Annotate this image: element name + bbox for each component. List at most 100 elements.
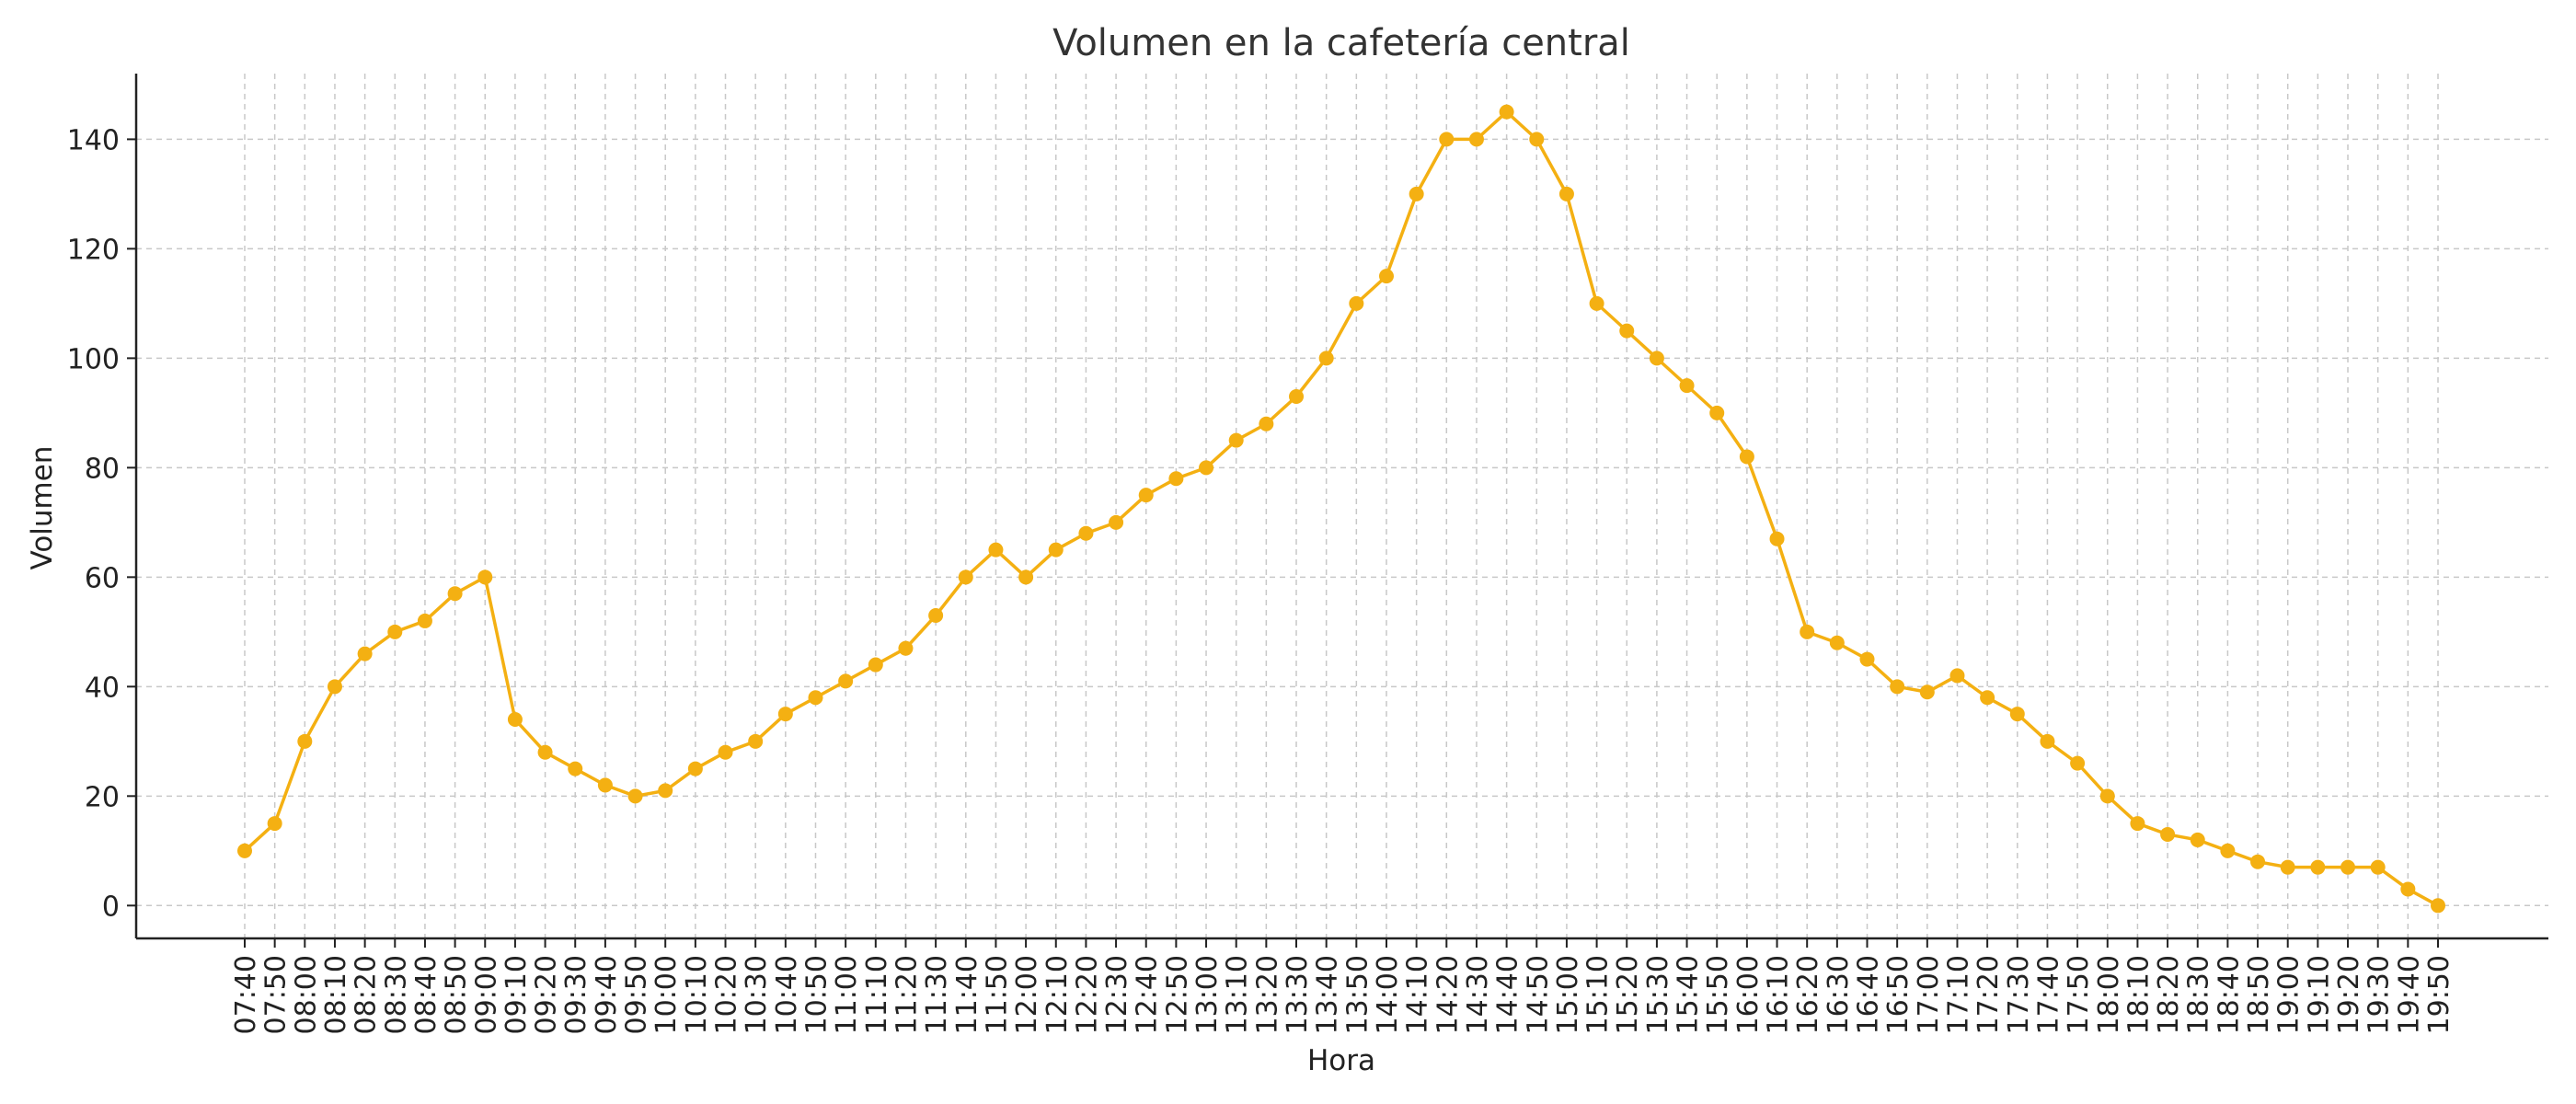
- x-tick-label: 16:20: [1792, 955, 1824, 1034]
- x-tick-label: 15:50: [1702, 955, 1734, 1034]
- x-tick-label: 16:50: [1882, 955, 1915, 1034]
- x-tick-label: 14:50: [1522, 955, 1554, 1034]
- data-point: [1649, 351, 1664, 366]
- data-point: [267, 816, 282, 832]
- y-tick-label: 0: [102, 891, 120, 923]
- x-tick-label: 15:30: [1642, 955, 1674, 1034]
- x-tick-label: 12:50: [1161, 955, 1193, 1034]
- y-tick-label: 100: [67, 343, 120, 375]
- x-tick-label: 17:50: [2063, 955, 2095, 1034]
- data-point: [838, 673, 854, 689]
- data-point: [1349, 295, 1364, 311]
- y-tick-label: 80: [85, 453, 120, 485]
- series: [237, 104, 2445, 914]
- x-tick-label: 08:20: [351, 955, 383, 1034]
- axes: 02040608010012014007:4007:5008:0008:1008…: [67, 74, 2548, 1034]
- data-point: [1138, 488, 1154, 503]
- data-point: [958, 569, 973, 585]
- x-tick-label: 13:40: [1312, 955, 1344, 1034]
- x-tick-label: 13:50: [1341, 955, 1374, 1034]
- data-point: [1109, 514, 1124, 530]
- data-point: [537, 744, 553, 760]
- x-tick-label: 18:30: [2183, 955, 2215, 1034]
- x-tick-label: 18:20: [2153, 955, 2185, 1034]
- x-tick-label: 08:30: [380, 955, 412, 1034]
- data-point: [1800, 624, 1815, 639]
- data-point: [2340, 859, 2356, 875]
- x-tick-label: 10:20: [711, 955, 743, 1034]
- x-tick-label: 08:40: [410, 955, 443, 1034]
- x-tick-label: 09:20: [531, 955, 563, 1034]
- data-point: [2190, 832, 2205, 847]
- x-tick-label: 18:40: [2213, 955, 2245, 1034]
- x-tick-label: 19:00: [2273, 955, 2306, 1034]
- data-point: [2400, 881, 2416, 897]
- chart-title: Volumen en la cafetería central: [1052, 22, 1630, 64]
- x-tick-label: 19:30: [2363, 955, 2396, 1034]
- data-point: [2250, 854, 2266, 869]
- x-tick-label: 19:20: [2333, 955, 2365, 1034]
- x-tick-label: 13:00: [1191, 955, 1224, 1034]
- data-point: [898, 640, 914, 656]
- x-tick-label: 07:50: [260, 955, 293, 1034]
- x-tick-label: 11:30: [921, 955, 953, 1034]
- data-point: [1558, 186, 1574, 201]
- y-axis-label: Volumen: [26, 446, 59, 570]
- data-point: [1078, 525, 1094, 541]
- x-tick-label: 09:30: [560, 955, 592, 1034]
- data-point: [1739, 449, 1754, 465]
- x-tick-label: 13:10: [1222, 955, 1254, 1034]
- data-point: [507, 712, 523, 728]
- y-tick-label: 140: [67, 124, 120, 156]
- data-point: [748, 733, 764, 749]
- data-point: [1709, 405, 1725, 420]
- x-tick-label: 15:10: [1582, 955, 1615, 1034]
- data-point: [1529, 132, 1545, 147]
- data-point: [1018, 569, 1034, 585]
- data-point: [1980, 690, 1995, 706]
- data-point: [1318, 351, 1334, 366]
- x-tick-label: 16:10: [1763, 955, 1795, 1034]
- x-tick-label: 11:10: [861, 955, 893, 1034]
- data-point: [447, 586, 463, 602]
- x-tick-label: 17:00: [1913, 955, 1945, 1034]
- x-tick-label: 12:30: [1101, 955, 1133, 1034]
- x-tick-label: 12:10: [1041, 955, 1074, 1034]
- x-tick-label: 10:00: [650, 955, 683, 1034]
- data-point: [1409, 186, 1424, 201]
- data-point: [2370, 859, 2386, 875]
- data-point: [2099, 788, 2115, 804]
- data-point: [2280, 859, 2295, 875]
- x-tick-label: 12:00: [1011, 955, 1043, 1034]
- data-point: [1228, 432, 1244, 448]
- x-tick-label: 15:20: [1612, 955, 1644, 1034]
- x-tick-label: 18:50: [2243, 955, 2275, 1034]
- data-point: [1168, 471, 1184, 487]
- x-tick-label: 09:50: [621, 955, 653, 1034]
- data-point: [1679, 378, 1695, 394]
- data-point: [808, 690, 823, 706]
- data-point: [627, 788, 643, 804]
- data-point: [1439, 132, 1455, 147]
- data-point: [597, 777, 613, 793]
- data-point: [1048, 542, 1064, 558]
- x-tick-label: 15:40: [1673, 955, 1705, 1034]
- data-point: [2310, 859, 2326, 875]
- x-tick-label: 14:20: [1432, 955, 1464, 1034]
- data-point: [1199, 460, 1214, 476]
- x-tick-label: 08:10: [320, 955, 352, 1034]
- x-tick-label: 08:00: [290, 955, 322, 1034]
- x-tick-label: 16:00: [1732, 955, 1765, 1034]
- x-tick-label: 08:50: [441, 955, 473, 1034]
- data-point: [988, 542, 1004, 558]
- x-tick-label: 17:40: [2032, 955, 2064, 1034]
- x-tick-label: 12:40: [1132, 955, 1164, 1034]
- data-point: [327, 679, 342, 695]
- x-tick-label: 17:10: [1942, 955, 1974, 1034]
- data-point: [1499, 104, 1514, 120]
- x-tick-label: 19:10: [2303, 955, 2335, 1034]
- x-tick-label: 18:10: [2122, 955, 2155, 1034]
- y-tick-label: 120: [67, 234, 120, 266]
- y-tick-label: 20: [85, 781, 120, 813]
